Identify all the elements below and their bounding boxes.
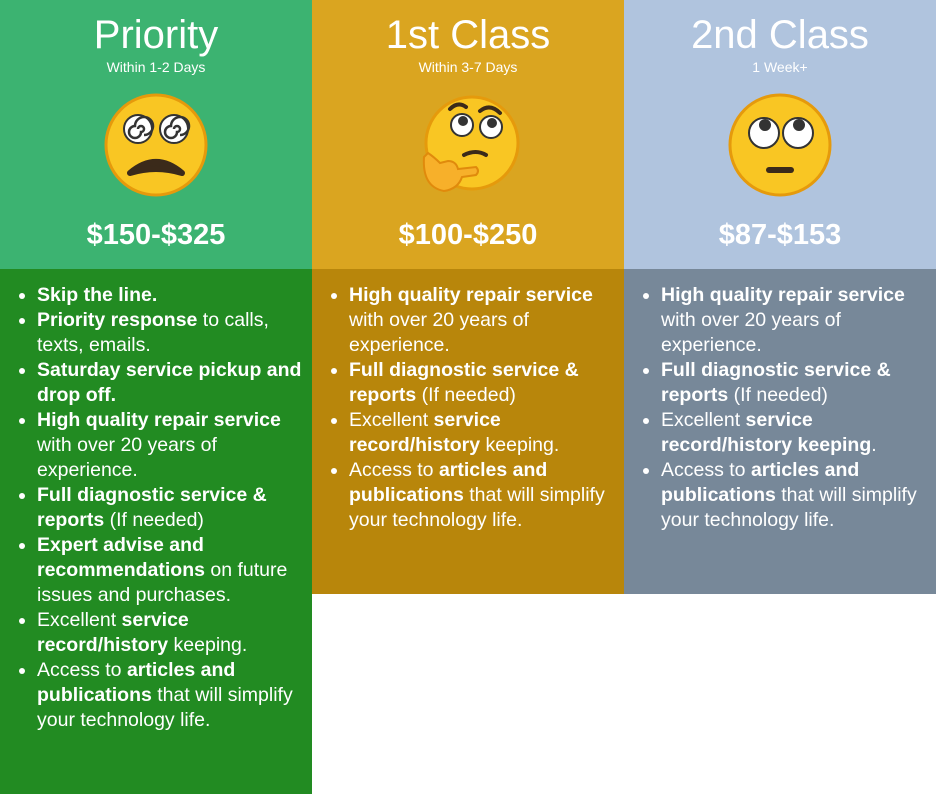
- feature-highlight: Full diagnostic service & reports: [37, 484, 267, 531]
- feature-text: with over 20 years of experience.: [349, 309, 529, 356]
- tier-header: Priority Within 1-2 Days $150-$325: [0, 0, 312, 269]
- dizzy-face-icon: [104, 93, 208, 197]
- feature-item: Access to articles and publications that…: [661, 458, 926, 533]
- feature-highlight: articles and publications: [37, 659, 236, 706]
- tier-1st-class: 1st Class Within 3-7 Days $100-$250 High…: [312, 0, 624, 594]
- feature-highlight: Saturday service pickup and drop off.: [37, 359, 302, 406]
- tier-timeframe: Within 3-7 Days: [418, 59, 518, 75]
- feature-highlight: High quality repair service: [661, 284, 905, 306]
- feature-item: High quality repair service with over 20…: [37, 408, 302, 483]
- feature-item: Expert advise and recommendations on fut…: [37, 533, 302, 608]
- tier-body: High quality repair service with over 20…: [312, 269, 624, 594]
- feature-item: Full diagnostic service & reports (If ne…: [661, 358, 926, 408]
- feature-highlight: Full diagnostic service & reports: [349, 359, 579, 406]
- feature-text: Access to: [349, 459, 439, 481]
- feature-text: Access to: [661, 459, 751, 481]
- feature-item: High quality repair service with over 20…: [349, 283, 614, 358]
- feature-list: Skip the line.Priority response to calls…: [0, 269, 312, 733]
- feature-text: to calls, texts, emails.: [37, 309, 269, 356]
- feature-item: Access to articles and publications that…: [349, 458, 614, 533]
- tier-name: 1st Class: [385, 13, 551, 57]
- feature-item: Full diagnostic service & reports (If ne…: [349, 358, 614, 408]
- feature-item: Excellent service record/history keeping…: [37, 608, 302, 658]
- tier-body: Skip the line.Priority response to calls…: [0, 269, 312, 794]
- feature-text: with over 20 years of experience.: [661, 309, 841, 356]
- tier-header: 2nd Class 1 Week+ $87-$153: [624, 0, 936, 269]
- feature-highlight: Expert advise and recommendations: [37, 534, 205, 581]
- feature-highlight: Full diagnostic service & reports: [661, 359, 891, 406]
- feature-item: Saturday service pickup and drop off.: [37, 358, 302, 408]
- feature-text: that will simplify your technology life.: [37, 684, 293, 731]
- feature-highlight: Priority response: [37, 309, 198, 331]
- feature-item: Access to articles and publications that…: [37, 658, 302, 733]
- feature-item: Excellent service record/history keeping…: [349, 408, 614, 458]
- feature-text: that will simplify your technology life.: [349, 484, 605, 531]
- feature-text: that will simplify your technology life.: [661, 484, 917, 531]
- feature-item: Excellent service record/history keeping…: [661, 408, 926, 458]
- tier-price: $100-$250: [398, 219, 538, 251]
- tier-timeframe: 1 Week+: [752, 59, 808, 75]
- feature-text: Access to: [37, 659, 127, 681]
- feature-highlight: service record/history: [37, 609, 189, 656]
- tier-name: Priority: [93, 13, 219, 57]
- feature-highlight: articles and publications: [661, 459, 860, 506]
- feature-item: Priority response to calls, texts, email…: [37, 308, 302, 358]
- feature-text: Excellent: [349, 409, 434, 431]
- tier-body: High quality repair service with over 20…: [624, 269, 936, 594]
- feature-text: keeping.: [480, 434, 560, 456]
- tier-timeframe: Within 1-2 Days: [106, 59, 206, 75]
- feature-item: Full diagnostic service & reports (If ne…: [37, 483, 302, 533]
- feature-text: with over 20 years of experience.: [37, 434, 217, 481]
- tier-name: 2nd Class: [691, 13, 869, 57]
- feature-item: High quality repair service with over 20…: [661, 283, 926, 358]
- feature-text: keeping.: [168, 634, 248, 656]
- feature-list: High quality repair service with over 20…: [624, 269, 936, 533]
- feature-highlight: High quality repair service: [349, 284, 593, 306]
- tier-header: 1st Class Within 3-7 Days $100-$250: [312, 0, 624, 269]
- feature-highlight: Skip the line.: [37, 284, 158, 306]
- feature-highlight: service record/history: [349, 409, 501, 456]
- tier-price: $150-$325: [86, 219, 226, 251]
- tier-priority: Priority Within 1-2 Days $150-$325 Skip …: [0, 0, 312, 794]
- feature-text: (If needed): [728, 384, 828, 406]
- feature-list: High quality repair service with over 20…: [312, 269, 624, 533]
- thinking-face-icon: [422, 95, 520, 193]
- feature-text: (If needed): [416, 384, 516, 406]
- feature-highlight: articles and publications: [349, 459, 548, 506]
- feature-text: (If needed): [104, 509, 204, 531]
- feature-text: on future issues and purchases.: [37, 559, 288, 606]
- feature-text: .: [871, 434, 877, 456]
- feature-text: Excellent: [37, 609, 122, 631]
- feature-text: Excellent: [661, 409, 746, 431]
- tier-2nd-class: 2nd Class 1 Week+ $87-$153 High quality …: [624, 0, 936, 594]
- feature-highlight: service record/history keeping: [661, 409, 872, 456]
- feature-item: Skip the line.: [37, 283, 302, 308]
- feature-highlight: High quality repair service: [37, 409, 281, 431]
- tier-price: $87-$153: [718, 219, 842, 251]
- eye-roll-face-icon: [728, 93, 832, 197]
